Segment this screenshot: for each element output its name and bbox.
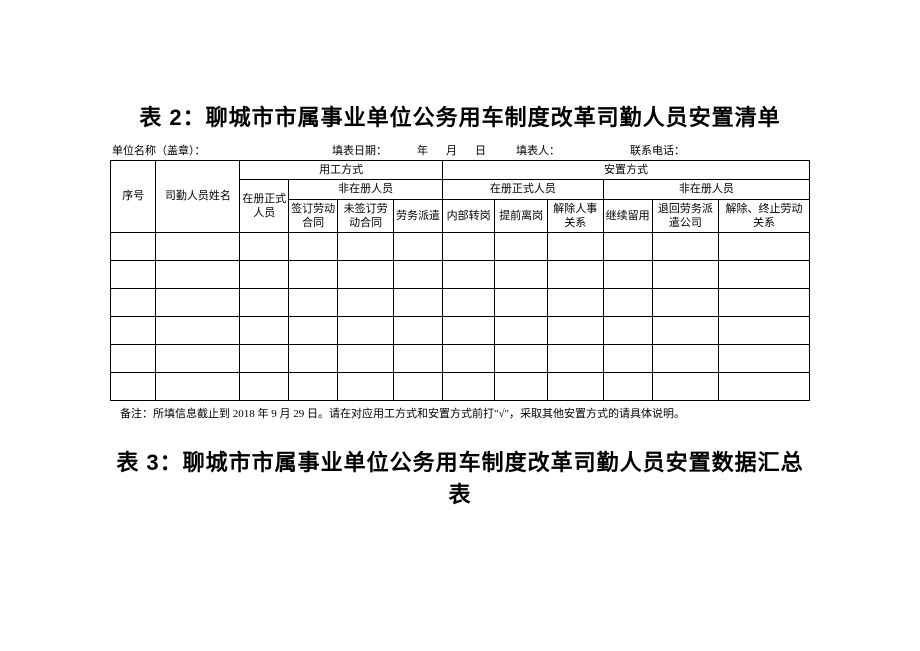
- date-year: 年: [417, 142, 428, 158]
- date-label: 填表日期：: [332, 142, 387, 158]
- table-row: [111, 345, 810, 373]
- table2-title: 表 2：聊城市市属事业单位公务用车制度改革司勤人员安置清单: [110, 100, 810, 132]
- hdr-early: 提前离岗: [495, 199, 547, 233]
- hdr-unsign: 未签订劳动合同: [338, 199, 394, 233]
- hdr-seq: 序号: [111, 161, 156, 233]
- hdr-reg-formal2: 在册正式人员: [442, 180, 603, 199]
- meta-row: 单位名称（盖章）： 填表日期： 年 月 日 填表人： 联系电话：: [110, 142, 810, 158]
- hdr-return: 退回劳务派遣公司: [652, 199, 718, 233]
- table-row: [111, 373, 810, 401]
- table-row: [111, 233, 810, 261]
- table-row: [111, 317, 810, 345]
- footnote: 备注：所填信息截止到 2018 年 9 月 29 日。请在对应用工方式和安置方式…: [110, 405, 810, 421]
- hdr-placement-mode: 安置方式: [442, 161, 809, 180]
- hdr-employ-mode: 用工方式: [240, 161, 443, 180]
- table-row: [111, 289, 810, 317]
- hdr-sign: 签订劳动合同: [289, 199, 338, 233]
- hdr-internal: 内部转岗: [442, 199, 494, 233]
- hdr-continue: 继续留用: [603, 199, 652, 233]
- date-month: 月: [446, 142, 457, 158]
- hdr-non-reg2: 非在册人员: [603, 180, 809, 199]
- hdr-term-rel: 解除人事关系: [547, 199, 603, 233]
- table3-title: 表 3：聊城市市属事业单位公务用车制度改革司勤人员安置数据汇总表: [110, 445, 810, 509]
- hdr-non-reg: 非在册人员: [289, 180, 443, 199]
- date-day: 日: [475, 142, 486, 158]
- hdr-dispatch: 劳务派遣: [394, 199, 443, 233]
- phone-label: 联系电话：: [630, 142, 685, 158]
- table-row: [111, 261, 810, 289]
- hdr-reg-formal: 在册正式人员: [240, 180, 289, 233]
- hdr-term-labor: 解除、终止劳动关系: [719, 199, 810, 233]
- org-label: 单位名称（盖章）：: [112, 142, 332, 158]
- placement-table: 序号 司勤人员姓名 用工方式 安置方式 在册正式人员 非在册人员 在册正式人员 …: [110, 160, 810, 401]
- hdr-name: 司勤人员姓名: [156, 161, 240, 233]
- filler-label: 填表人：: [516, 142, 560, 158]
